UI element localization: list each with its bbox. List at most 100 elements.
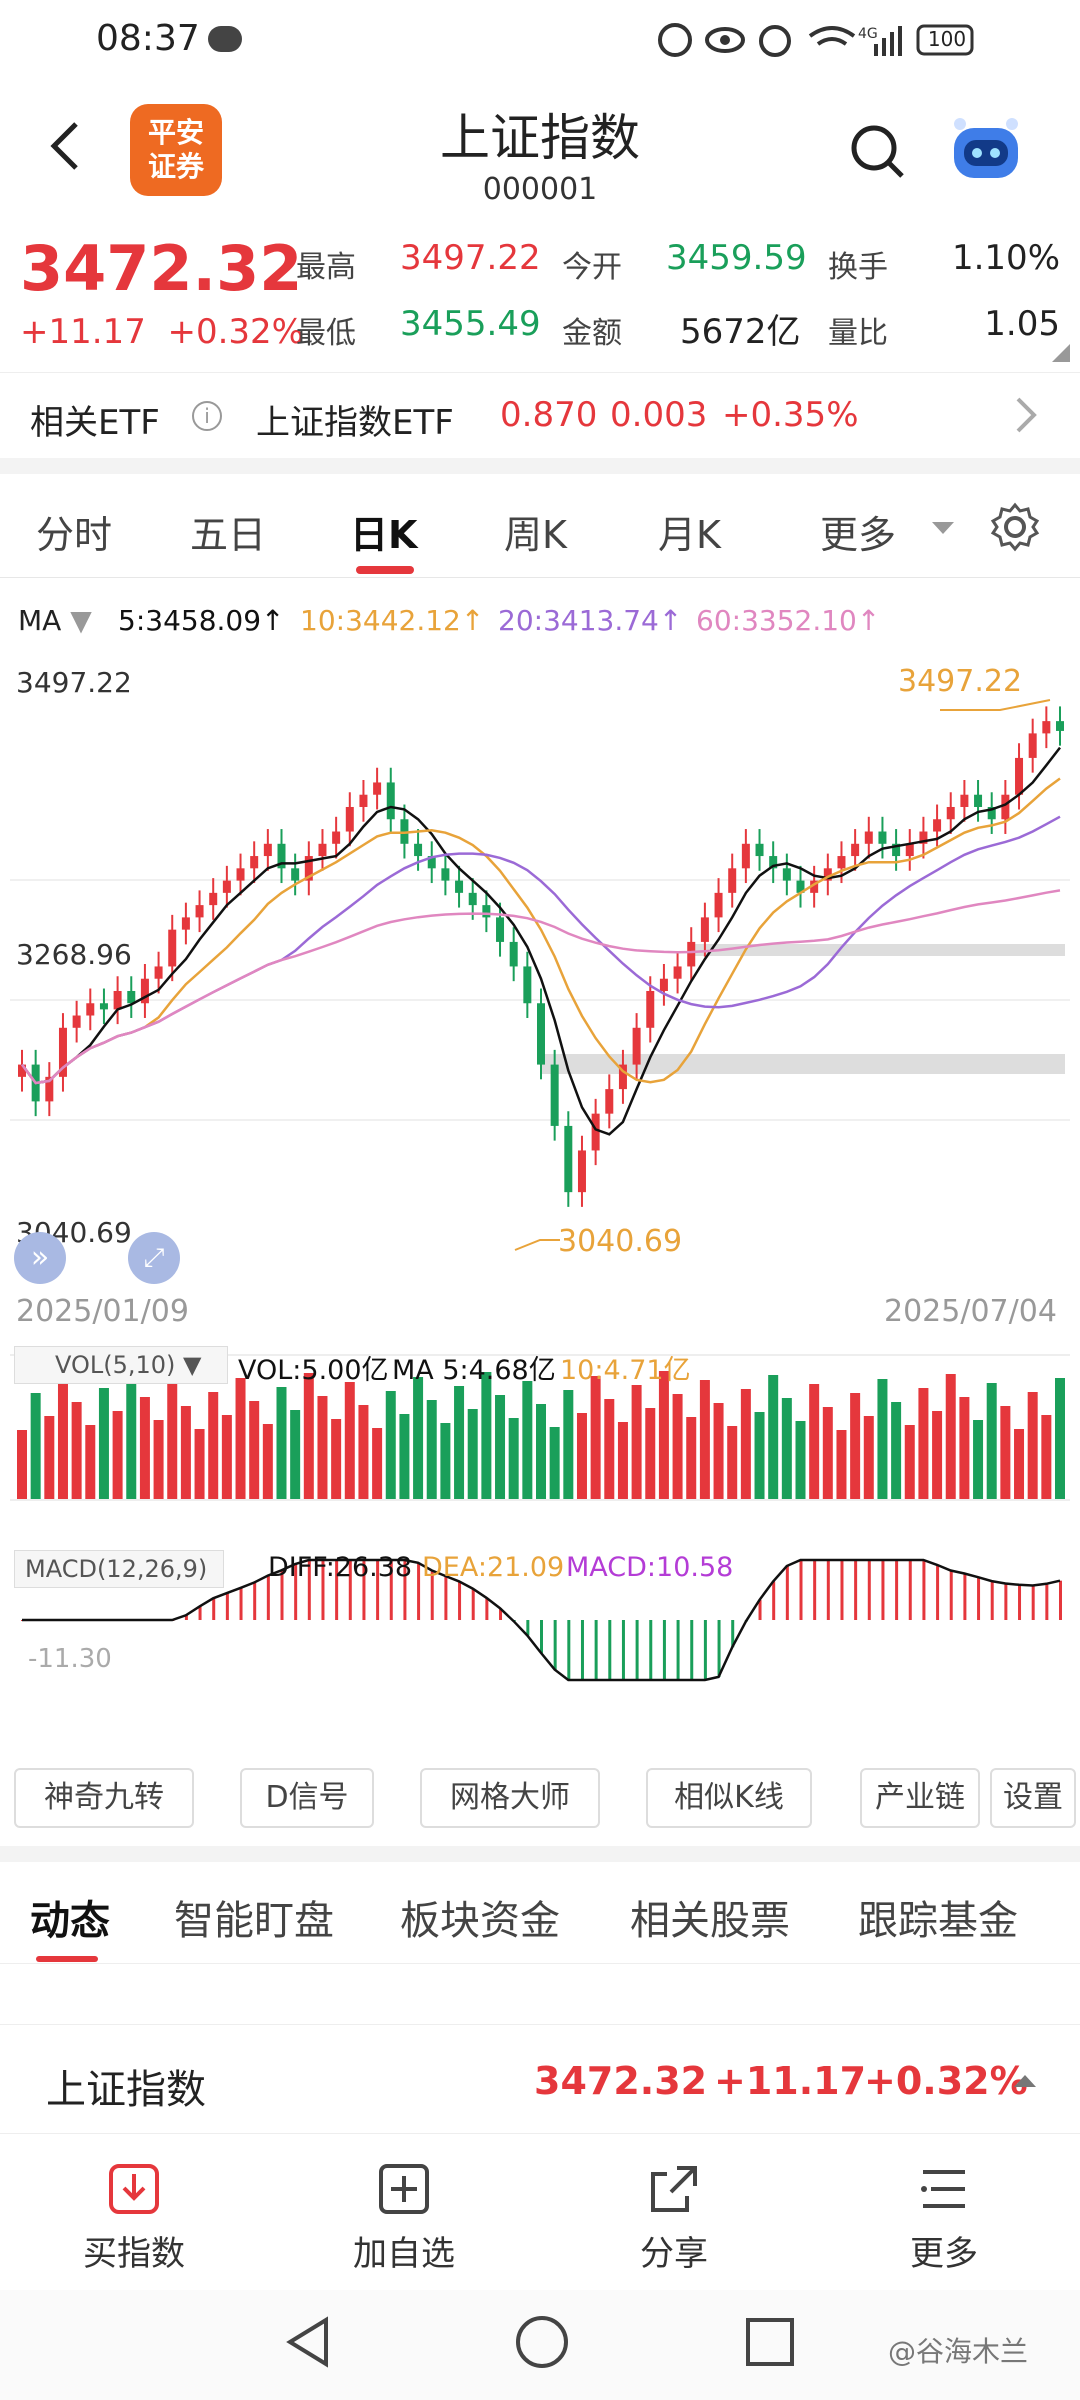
macd-bar (990, 1581, 994, 1620)
share-button[interactable]: 分享 (574, 2136, 774, 2275)
search-icon[interactable] (848, 122, 908, 182)
macd-bar (977, 1577, 981, 1620)
macd-bar (676, 1620, 680, 1680)
macd-bar (922, 1560, 926, 1620)
candle-body (427, 856, 436, 869)
tab-intraday[interactable]: 分时 (36, 513, 113, 557)
tab-related-stocks[interactable]: 相关股票 (630, 1898, 790, 1944)
volume-bar (576, 1413, 587, 1500)
volume-bar (918, 1388, 929, 1500)
tab-daily-k[interactable]: 日K (350, 513, 418, 557)
chevron-right-icon[interactable] (1010, 395, 1040, 435)
candle-body (577, 1150, 586, 1193)
candle-body (72, 1015, 81, 1028)
ma10-line (20, 777, 1061, 1085)
volume-bar (713, 1403, 724, 1500)
buy-index-button[interactable]: 买指数 (34, 2136, 234, 2275)
macd-bar (826, 1560, 830, 1620)
candle-body (618, 1064, 627, 1090)
candle-body (960, 794, 969, 807)
robot-assistant-icon[interactable] (946, 110, 1026, 190)
open-label: 今开 (562, 250, 622, 285)
nav-back-icon[interactable] (278, 2312, 338, 2372)
candle-body (1001, 794, 1010, 820)
related-etf-row[interactable]: 相关ETF i 上证指数ETF 0.870 0.003 +0.35% (0, 372, 1080, 458)
tab-tracking-funds[interactable]: 跟踪基金 (858, 1898, 1018, 1944)
volume-bar (945, 1374, 956, 1500)
volume-bar (426, 1400, 437, 1500)
candle-body (18, 1064, 26, 1077)
tab-monthly-k[interactable]: 月K (658, 513, 721, 557)
tool-magic-nine[interactable]: 神奇九转 (14, 1768, 194, 1828)
index-change: +11.17 (714, 2059, 867, 2103)
tab-smart-watch[interactable]: 智能盯盘 (174, 1898, 334, 1944)
candle-body (851, 843, 860, 857)
tab-five-day[interactable]: 五日 (190, 513, 267, 557)
candle-body (905, 843, 914, 857)
candle-body (468, 892, 477, 906)
candle-body (45, 1076, 54, 1102)
fullscreen-icon[interactable]: ⤢ (128, 1232, 180, 1284)
macd-bar (403, 1560, 407, 1620)
tool-settings[interactable]: 设置 (990, 1768, 1076, 1828)
tab-weekly-k[interactable]: 周K (504, 513, 567, 557)
candle-body (195, 905, 204, 918)
low-mark-label: 3040.69 (558, 1224, 683, 1259)
tab-sector-flow[interactable]: 板块资金 (400, 1898, 560, 1944)
tool-industry-chain[interactable]: 产业链 (860, 1768, 980, 1828)
turnover-value: 1.10% (951, 238, 1060, 278)
candle-body (523, 966, 532, 1004)
info-icon[interactable]: i (192, 401, 222, 431)
volume-bar (1027, 1392, 1038, 1500)
volume-bar (781, 1398, 792, 1500)
candle-body (728, 868, 737, 893)
macd-bar (376, 1560, 380, 1620)
macd-bar (485, 1597, 489, 1620)
macd-indicator-label[interactable]: MACD(12,26,9) (14, 1550, 224, 1588)
candle-body (318, 843, 327, 857)
add-square-icon (377, 2162, 431, 2216)
collapse-arrow-icon[interactable] (1014, 2075, 1036, 2087)
tab-news[interactable]: 动态 (30, 1898, 110, 1944)
macd-bar (1018, 1584, 1022, 1620)
macd-bar (936, 1564, 940, 1620)
volume-bar (508, 1418, 519, 1500)
expand-left-icon[interactable]: » (14, 1232, 66, 1284)
candle-body (222, 880, 231, 893)
tool-grid-master[interactable]: 网格大师 (420, 1768, 600, 1828)
price-change: +11.17 +0.32% (20, 312, 304, 352)
settings-gear-icon[interactable] (990, 502, 1040, 552)
candle-body (277, 843, 286, 869)
volume-bar (30, 1393, 41, 1500)
back-icon[interactable] (40, 116, 90, 176)
volratio-value: 1.05 (984, 304, 1060, 344)
more-button[interactable]: 更多 (844, 2136, 1044, 2275)
macd-axis-label: -11.30 (28, 1644, 112, 1674)
macd-bar (840, 1560, 844, 1620)
etf-price: 0.870 (500, 395, 598, 435)
macd-bar (1004, 1583, 1008, 1620)
low-value: 3455.49 (400, 304, 541, 344)
volume-bar (249, 1401, 260, 1500)
volume-bar (617, 1422, 628, 1500)
macd-bar (239, 1587, 243, 1620)
volume-bar (303, 1373, 314, 1500)
volume-bar (536, 1404, 546, 1500)
index-summary-row[interactable]: 上证指数 3472.32 +11.17 +0.32% (0, 2024, 1080, 2134)
macd-bar (526, 1620, 530, 1636)
tool-similar-k[interactable]: 相似K线 (646, 1768, 812, 1828)
tab-more[interactable]: 更多 (820, 513, 897, 557)
volume-bar (850, 1393, 861, 1500)
vol-indicator-label[interactable]: VOL(5,10) ▼ (14, 1346, 228, 1384)
add-watchlist-button[interactable]: 加自选 (304, 2136, 504, 2275)
etf-change: 0.003 (610, 395, 708, 435)
macd-bar (553, 1620, 557, 1670)
current-price: 3472.32 (20, 232, 303, 305)
tool-d-signal[interactable]: D信号 (240, 1768, 374, 1828)
nav-recents-icon[interactable] (742, 2314, 798, 2370)
kline-chart-area[interactable]: MA ▼ 5:3458.09↑ 10:3442.12↑ 20:3413.74↑ … (0, 580, 1080, 1740)
volume-bar (481, 1372, 492, 1500)
volume-bar (495, 1395, 506, 1500)
nav-home-icon[interactable] (512, 2312, 572, 2372)
candle-body (537, 1003, 545, 1065)
